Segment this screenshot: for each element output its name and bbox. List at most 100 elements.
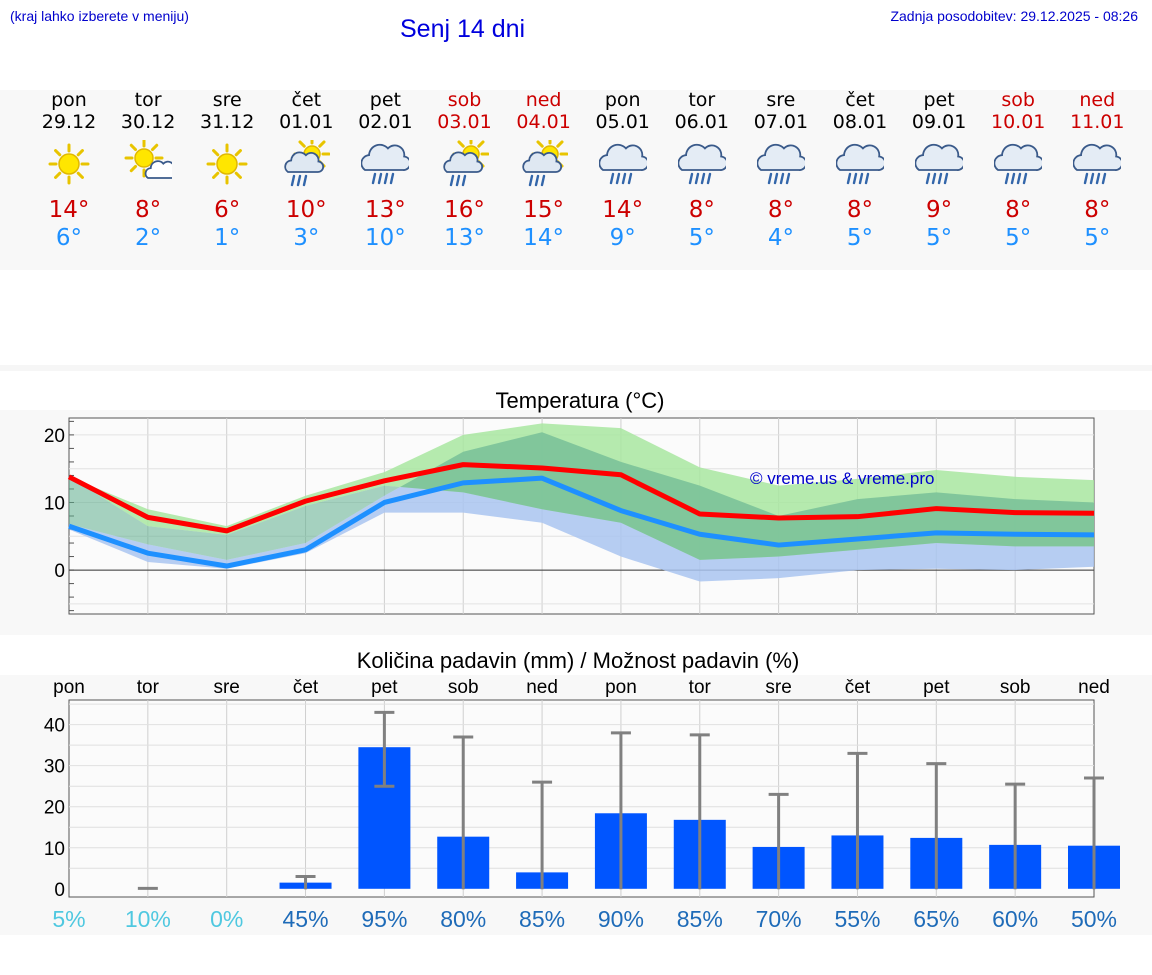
forecast-day: pon 05.01 14° 9° <box>583 90 663 252</box>
x-category-label: sre <box>213 677 239 698</box>
forecast-day: pon 29.12 14° 6° <box>29 90 109 252</box>
precip-probability: 95% <box>361 906 407 932</box>
precip-probability: 90% <box>598 906 644 932</box>
precip-probability: 80% <box>440 906 486 932</box>
x-category-label: pon <box>605 677 637 698</box>
x-category-label: ned <box>526 677 558 698</box>
forecast-day: tor 06.01 8° 5° <box>662 90 742 252</box>
day-date: 08.01 <box>832 111 888 133</box>
temp-max: 13° <box>365 197 406 223</box>
forecast-day: sre 07.01 8° 4° <box>741 90 821 252</box>
day-date: 02.01 <box>358 111 413 133</box>
rain-cloud-icon <box>915 143 964 185</box>
y-tick-label: 20 <box>44 798 65 819</box>
x-category-label: pet <box>371 677 398 698</box>
forecast-day: čet 01.01 10° 3° <box>266 90 346 252</box>
day-date: 29.12 <box>41 111 97 133</box>
min-temp-line <box>68 475 1095 569</box>
y-tick-label: 20 <box>44 426 65 447</box>
forecast-day: sob 10.01 8° 5° <box>978 90 1058 252</box>
forecast-day: pet 09.01 9° 5° <box>899 90 979 252</box>
day-name: pet <box>923 89 955 111</box>
sun-cloud-icon <box>124 140 173 179</box>
precip-probability: 10% <box>125 906 171 932</box>
x-category-label: čet <box>293 677 319 698</box>
temp-min: 6° <box>55 225 83 251</box>
temp-max: 8° <box>1005 197 1032 223</box>
temp-max: 16° <box>444 197 485 223</box>
temp-min: 5° <box>846 225 874 251</box>
temperature-chart: Temperatura (°C) 0 10 20 © vreme.us & vreme.… <box>44 388 1095 615</box>
temp-min: 13° <box>444 225 485 251</box>
sun-rain-icon <box>284 140 331 187</box>
rain-cloud-icon <box>677 143 726 185</box>
y-tick-label: 40 <box>44 716 65 737</box>
day-name: pon <box>51 89 87 111</box>
x-category-label: pon <box>53 677 85 698</box>
precip-probability: 45% <box>283 906 329 932</box>
sun-rain-icon <box>442 140 489 187</box>
temp-max: 6° <box>214 197 241 223</box>
temp-max: 8° <box>1084 197 1111 223</box>
rain-cloud-icon <box>1073 143 1122 185</box>
max-temp-line <box>67 462 1095 534</box>
x-category-label: tor <box>137 677 160 698</box>
day-date: 04.01 <box>516 111 571 133</box>
temp-min: 3° <box>293 225 320 251</box>
rain-cloud-icon <box>361 143 410 185</box>
x-category-label: sob <box>1000 677 1031 698</box>
y-tick-label: 10 <box>44 839 65 860</box>
x-category-label: sob <box>448 677 479 698</box>
temp-max: 14° <box>48 197 90 223</box>
temp-min: 5° <box>1005 225 1032 251</box>
day-date: 05.01 <box>595 111 650 133</box>
rain-cloud-icon <box>836 143 884 185</box>
y-tick-label: 0 <box>54 561 65 582</box>
day-date: 11.01 <box>1070 111 1125 133</box>
chart-title: Količina padavin (mm) / Možnost padavin … <box>357 648 800 673</box>
day-name: pon <box>604 89 641 111</box>
day-name: sob <box>1001 89 1035 111</box>
sun-rain-icon <box>521 140 568 187</box>
watermark: © vreme.us & vreme.pro <box>750 469 934 488</box>
x-category-label: ned <box>1078 677 1110 698</box>
day-date: 31.12 <box>199 111 255 133</box>
precip-probability: 85% <box>677 906 723 932</box>
precip-probability: 65% <box>913 906 959 932</box>
forecast-day: čet 08.01 8° 5° <box>820 90 900 252</box>
day-name: ned <box>1079 89 1116 111</box>
chart-title: Temperatura (°C) <box>496 388 665 413</box>
rain-cloud-icon <box>994 143 1043 185</box>
forecast-day: sre 31.12 6° 1° <box>187 90 267 252</box>
x-category-label: čet <box>845 677 871 698</box>
x-category-label: tor <box>689 677 712 698</box>
forecast-day: sob 03.01 16° 13° <box>425 90 505 252</box>
temp-min: 10° <box>365 225 406 251</box>
day-name: sre <box>766 89 796 111</box>
day-name: čet <box>291 89 322 111</box>
precip-probability: 0% <box>210 906 243 932</box>
forecast-day: ned 11.01 8° 5° <box>1057 90 1137 252</box>
y-tick-label: 10 <box>44 493 65 514</box>
precip-probability: 70% <box>756 906 802 932</box>
day-date: 10.01 <box>990 111 1046 133</box>
precip-probability: 60% <box>992 906 1038 932</box>
temp-max: 8° <box>135 197 162 223</box>
separator <box>0 365 1152 371</box>
last-updated: Zadnja posodobitev: 29.12.2025 - 08:26 <box>890 8 1138 24</box>
temp-max: 14° <box>602 197 644 223</box>
rain-cloud-icon <box>598 143 647 185</box>
temp-min: 5° <box>926 225 953 251</box>
day-name: pet <box>369 89 401 111</box>
temp-max: 8° <box>767 197 794 223</box>
x-category-label: sre <box>765 677 791 698</box>
temp-min: 4° <box>767 225 794 251</box>
y-tick-label: 30 <box>44 757 65 778</box>
day-name: ned <box>525 89 562 111</box>
day-date: 09.01 <box>911 111 967 133</box>
temp-max: 9° <box>926 197 953 223</box>
day-date: 06.01 <box>674 111 729 133</box>
precip-probability: 85% <box>519 906 565 932</box>
precipitation-chart: Količina padavin (mm) / Možnost padavin … <box>44 648 1120 932</box>
rain-cloud-icon <box>756 143 805 185</box>
